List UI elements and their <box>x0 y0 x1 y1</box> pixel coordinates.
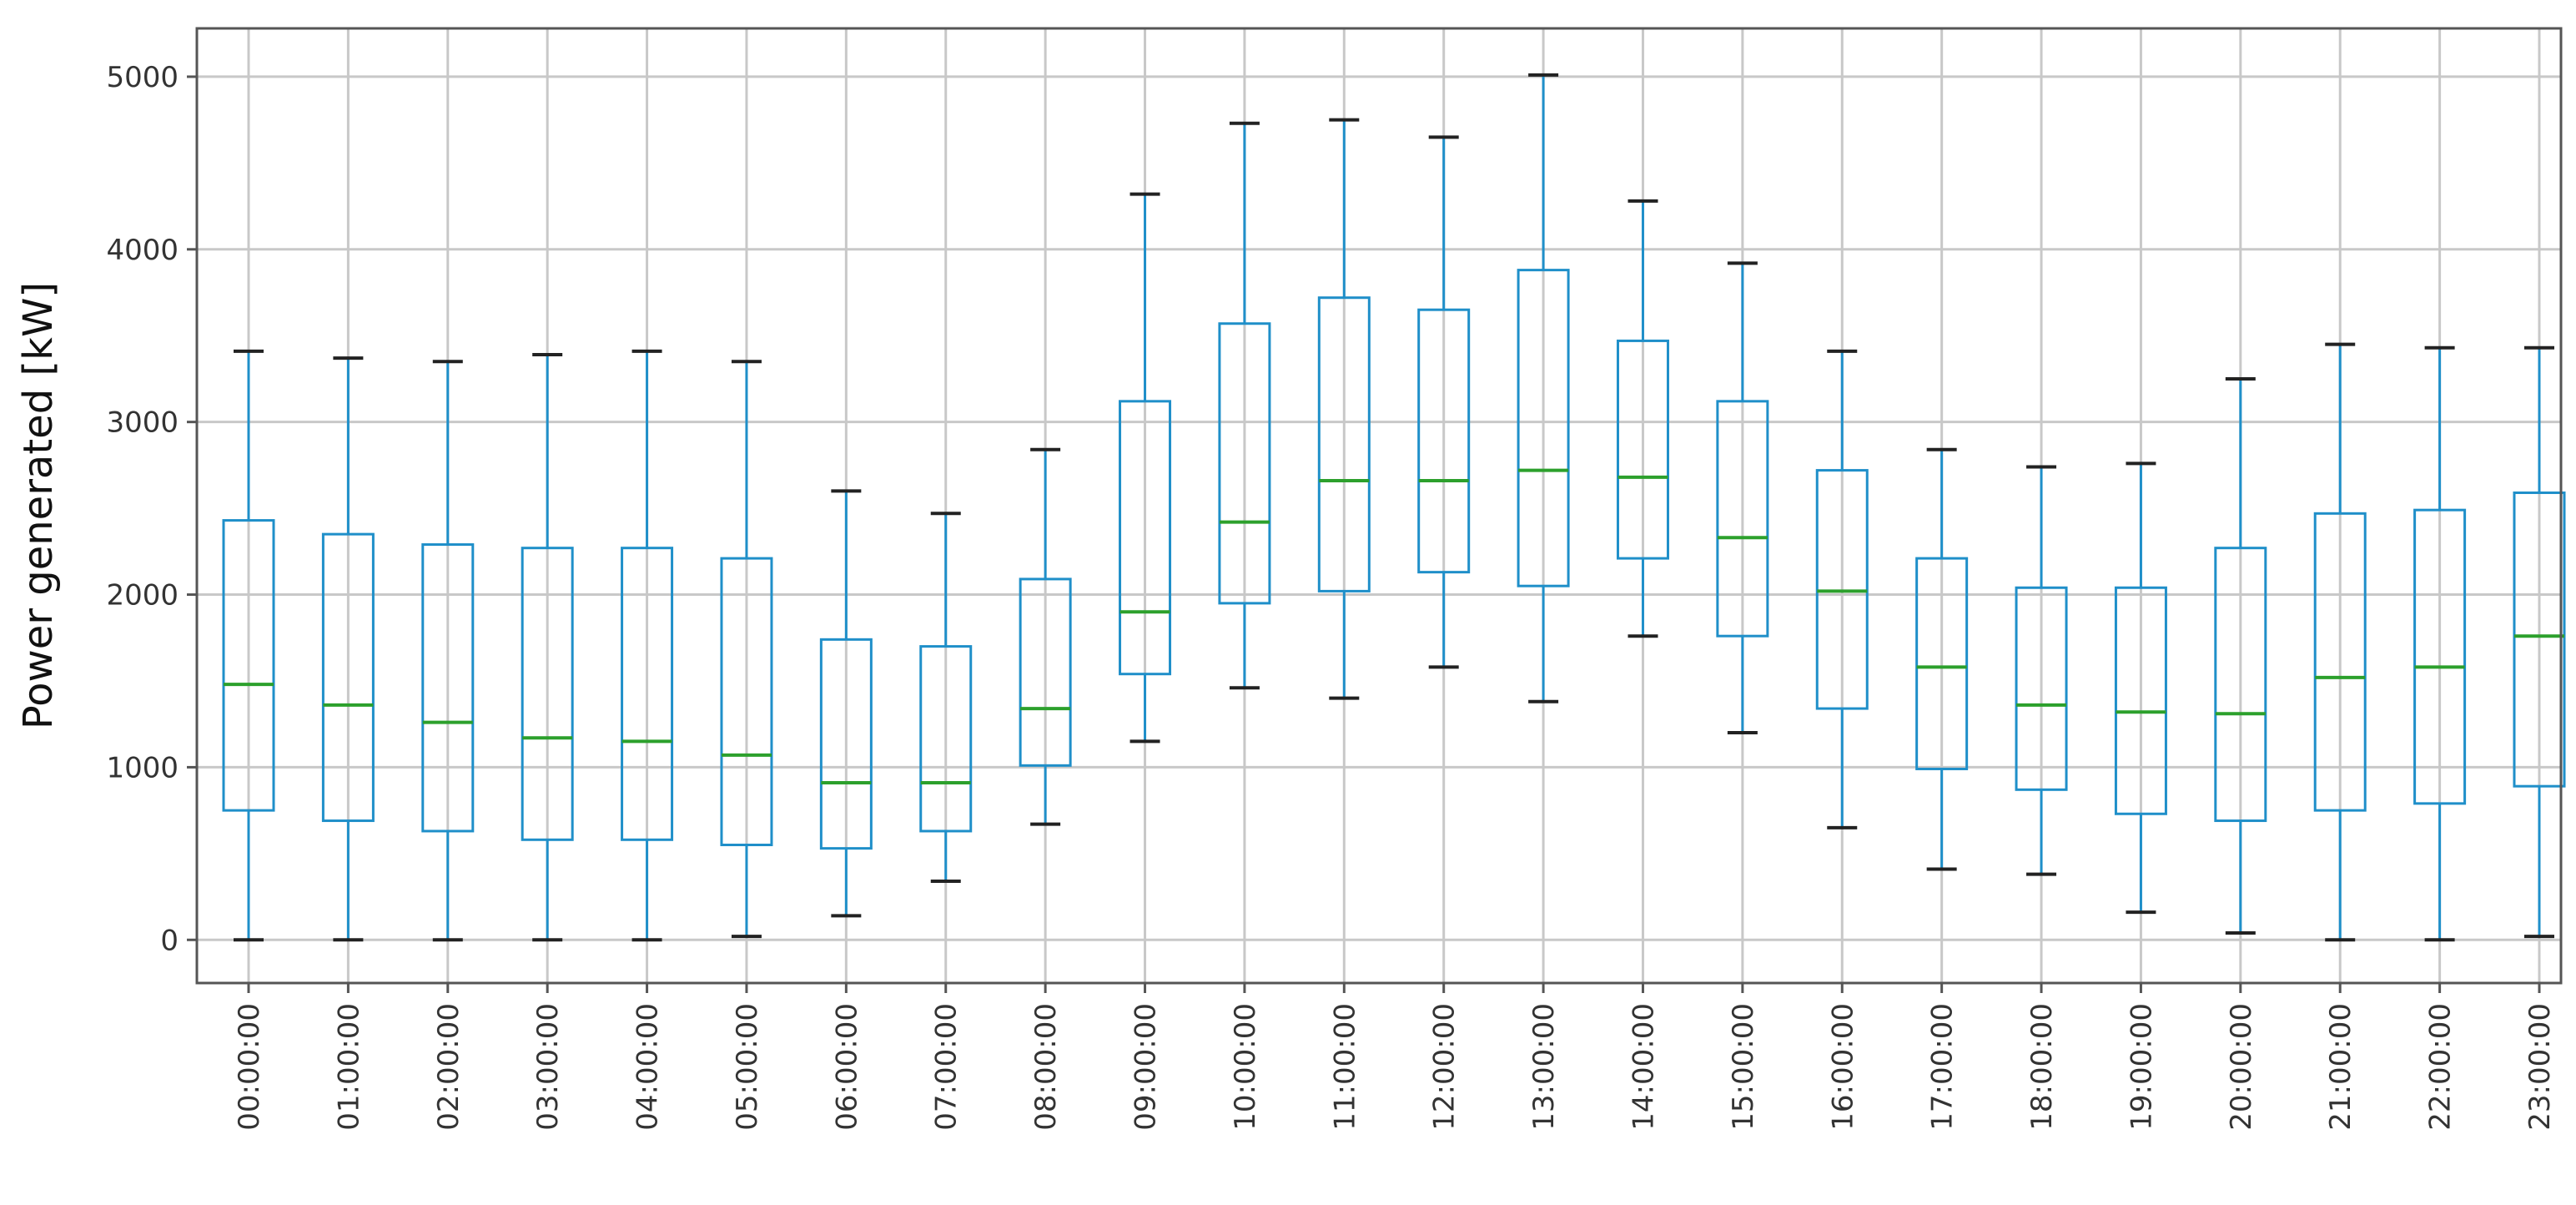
x-tick-label: 01:00:00 <box>332 1003 365 1131</box>
x-tick-label: 09:00:00 <box>1130 1003 1163 1131</box>
box-iqr <box>2214 547 2267 823</box>
x-tick-label: 19:00:00 <box>2125 1003 2158 1131</box>
x-tick-label: 07:00:00 <box>930 1003 963 1131</box>
x-tick-label: 23:00:00 <box>2523 1003 2557 1131</box>
x-tick-label: 20:00:00 <box>2225 1003 2258 1131</box>
box-iqr <box>621 547 674 841</box>
y-ticks: 0 1000 2000 3000 4000 5000 <box>106 61 197 957</box>
box-iqr <box>1616 339 1669 560</box>
x-tick-label: 04:00:00 <box>631 1003 665 1131</box>
y-tick-label: 3000 <box>106 406 179 440</box>
box-iqr <box>1019 577 1072 767</box>
box-iqr <box>2015 586 2068 791</box>
x-ticks: 00:00:00 01:00:00 02:00:00 03:00:00 04:00:00… <box>233 983 2557 1131</box>
box-iqr <box>2513 491 2566 788</box>
x-tick-label: 12:00:00 <box>1428 1003 1462 1131</box>
x-tick-label: 17:00:00 <box>1926 1003 1960 1131</box>
box-iqr <box>919 645 973 833</box>
box-iqr <box>1915 557 1969 770</box>
box-iqr <box>2114 586 2167 815</box>
box-iqr <box>819 638 873 850</box>
boxes <box>222 73 2566 942</box>
x-tick-label: 21:00:00 <box>2324 1003 2357 1131</box>
x-tick-label: 10:00:00 <box>1229 1003 1262 1131</box>
box-iqr <box>321 532 375 823</box>
x-tick-label: 15:00:00 <box>1727 1003 1760 1131</box>
x-tick-label: 03:00:00 <box>531 1003 565 1131</box>
box-iqr <box>2313 512 2367 812</box>
x-tick-label: 22:00:00 <box>2424 1003 2458 1131</box>
x-tick-label: 11:00:00 <box>1328 1003 1361 1131</box>
y-tick-label: 1000 <box>106 751 179 784</box>
y-tick-label: 2000 <box>106 579 179 613</box>
x-tick-label: 05:00:00 <box>731 1003 764 1131</box>
box-iqr <box>1218 322 1271 605</box>
box-iqr <box>421 543 475 833</box>
x-tick-label: 02:00:00 <box>432 1003 465 1131</box>
box-iqr <box>1417 308 1471 574</box>
y-tick-label: 5000 <box>106 61 179 94</box>
box-iqr <box>1815 469 1869 710</box>
box-iqr <box>521 547 574 841</box>
y-tick-label: 4000 <box>106 234 179 267</box>
box-iqr <box>1317 296 1371 592</box>
box-iqr <box>2413 508 2467 805</box>
box-iqr <box>222 519 275 812</box>
box-iqr <box>1119 400 1172 676</box>
x-tick-label: 16:00:00 <box>1826 1003 1859 1131</box>
x-tick-label: 18:00:00 <box>2025 1003 2059 1131</box>
x-tick-label: 13:00:00 <box>1527 1003 1561 1131</box>
box-iqr <box>720 557 773 847</box>
box-iqr <box>1517 269 1570 587</box>
y-axis-label: Power generated [kW] <box>15 282 62 729</box>
x-tick-label: 14:00:00 <box>1627 1003 1660 1131</box>
x-tick-label: 08:00:00 <box>1029 1003 1063 1131</box>
plot-frame <box>195 27 2563 985</box>
x-tick-label: 06:00:00 <box>830 1003 863 1131</box>
y-tick-label: 0 <box>160 924 179 957</box>
box-iqr <box>1716 400 1769 638</box>
x-tick-label: 00:00:00 <box>233 1003 266 1131</box>
